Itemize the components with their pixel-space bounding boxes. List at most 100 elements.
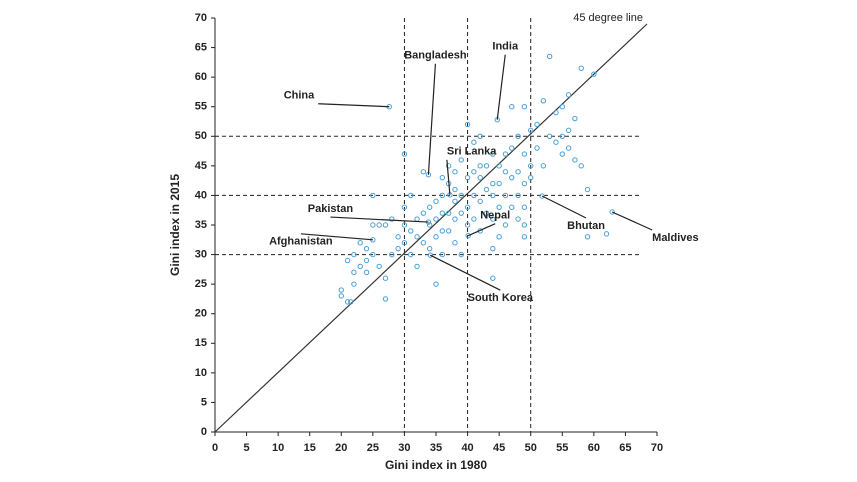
point (521, 204, 528, 210)
point (471, 169, 477, 175)
x-tick-label: 5 (244, 442, 250, 454)
point (351, 251, 357, 258)
point (483, 163, 490, 169)
point (363, 257, 370, 264)
point (414, 216, 420, 222)
point (464, 204, 471, 210)
point (401, 222, 408, 228)
y-axis-title: Gini index in 2015 (168, 174, 182, 276)
point (363, 245, 370, 252)
x-tick-label: 65 (619, 442, 631, 454)
point (344, 299, 351, 305)
point (433, 234, 439, 240)
point (439, 228, 446, 234)
point (439, 192, 446, 199)
annotation-label: Pakistan (308, 203, 354, 215)
point (420, 240, 427, 246)
point (452, 186, 458, 193)
point (445, 210, 452, 216)
point (515, 169, 521, 175)
point (464, 121, 471, 128)
point (553, 139, 559, 145)
annotation-leader (318, 103, 390, 108)
point (445, 163, 452, 169)
annotation-leader (467, 223, 496, 237)
point (559, 133, 565, 139)
point (439, 174, 446, 181)
y-tick-label: 20 (195, 308, 207, 320)
point (465, 232, 471, 239)
y-tick-label: 35 (195, 219, 207, 231)
annotation-leader (330, 216, 429, 223)
point (521, 234, 528, 240)
point (559, 151, 565, 157)
point (433, 281, 439, 287)
annotation-leader (446, 159, 451, 195)
point (528, 127, 534, 134)
annotation-leader (611, 211, 653, 231)
point (452, 216, 458, 222)
y-tick-label: 60 (195, 71, 207, 83)
x-tick-label: 0 (212, 442, 218, 454)
point (458, 210, 464, 216)
point (540, 98, 547, 104)
point (389, 216, 395, 222)
point (490, 245, 496, 252)
point (401, 204, 408, 210)
annotation-label: China (284, 90, 315, 102)
point (433, 216, 439, 222)
point (483, 186, 490, 193)
point (433, 198, 439, 205)
point (376, 222, 382, 228)
point (382, 222, 389, 228)
point (584, 186, 591, 193)
annotation-leader (541, 195, 587, 219)
point (395, 234, 401, 240)
point (483, 210, 490, 216)
point (439, 210, 446, 216)
x-tick-label: 50 (525, 442, 537, 454)
annotation-label: Bhutan (567, 220, 605, 232)
diagonal-line (214, 23, 648, 433)
point (502, 169, 509, 175)
y-tick-label: 30 (195, 248, 207, 260)
point (348, 299, 354, 305)
annotation-leader (300, 233, 373, 241)
point (528, 163, 534, 169)
point (521, 222, 528, 228)
point (509, 204, 515, 210)
point (553, 109, 559, 116)
point (382, 275, 389, 281)
point (539, 193, 545, 199)
point (496, 163, 502, 169)
point (509, 104, 515, 110)
y-tick-label: 0 (201, 426, 207, 438)
point (363, 269, 370, 276)
point (515, 192, 521, 199)
annotation-label: Nepal (480, 210, 510, 222)
point (408, 251, 414, 258)
point (408, 228, 414, 234)
point (477, 174, 483, 181)
annotation-label: Sri Lanka (447, 146, 497, 158)
point (603, 231, 610, 237)
point (338, 287, 344, 293)
point (357, 240, 363, 246)
point (452, 240, 458, 246)
y-tick-label: 10 (195, 367, 207, 379)
point (521, 180, 528, 187)
point (452, 198, 458, 205)
point (528, 174, 534, 181)
annotation-label: Maldives (652, 232, 698, 244)
point (464, 174, 471, 181)
x-tick-label: 25 (367, 442, 379, 454)
y-tick-label: 5 (201, 396, 207, 408)
point (515, 133, 521, 139)
point (496, 180, 502, 187)
point (490, 275, 496, 281)
point (414, 234, 420, 240)
point (490, 180, 496, 187)
point (414, 263, 420, 270)
y-tick-label: 65 (195, 41, 207, 53)
x-tick-label: 20 (335, 442, 347, 454)
